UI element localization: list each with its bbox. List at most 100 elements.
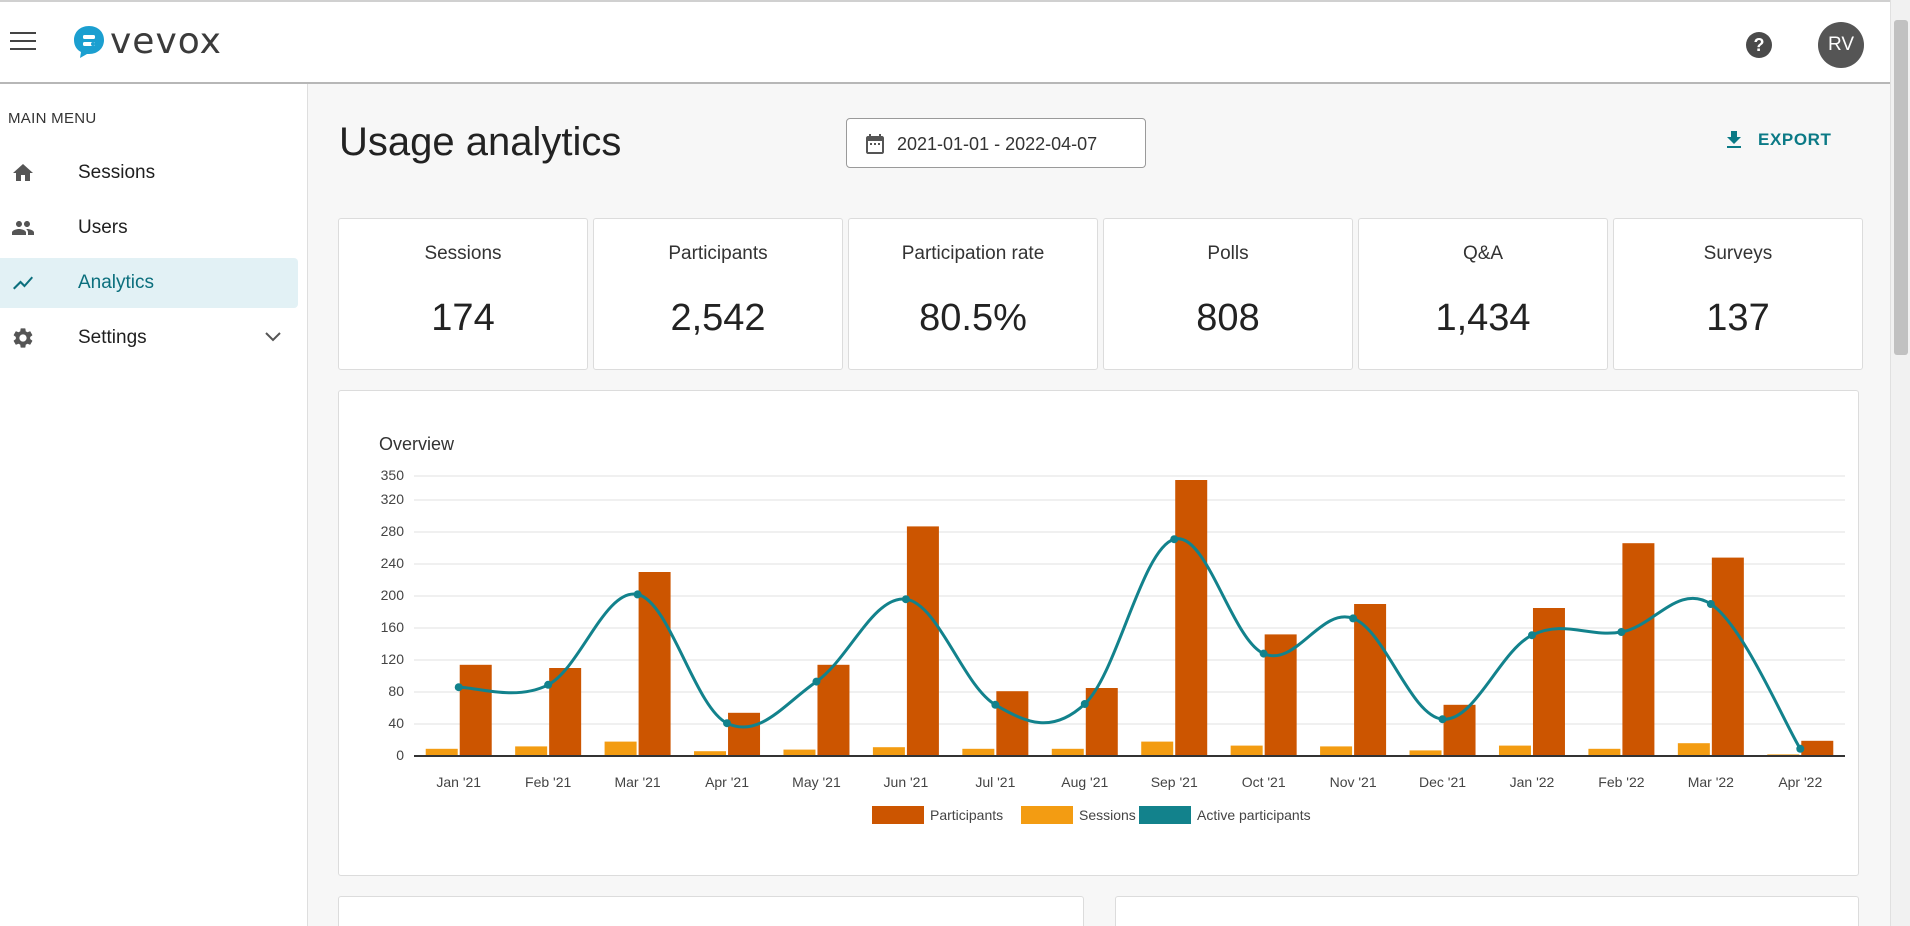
active-participants-point xyxy=(1706,600,1715,608)
legend-label: Active participants xyxy=(1197,807,1311,823)
y-tick-label: 320 xyxy=(381,491,405,507)
help-icon[interactable]: ? xyxy=(1746,32,1772,58)
stat-value: 174 xyxy=(431,297,495,339)
stat-label: Participation rate xyxy=(901,243,1045,264)
y-tick-label: 80 xyxy=(388,683,404,699)
hamburger-menu-icon[interactable] xyxy=(10,32,36,52)
sessions-bar xyxy=(694,751,727,756)
sidebar-item-settings[interactable]: Settings xyxy=(0,313,298,363)
sidebar-item-users[interactable]: Users xyxy=(0,203,298,253)
stat-value: 2,542 xyxy=(670,297,766,339)
active-participants-point xyxy=(991,700,1000,709)
x-tick-label: Jan '22 xyxy=(1510,774,1555,790)
stat-value: 1,434 xyxy=(1435,297,1531,339)
scrollbar-thumb[interactable] xyxy=(1894,20,1908,355)
sessions-bar xyxy=(783,749,816,756)
overview-chart-card: Overview 0 40 80 120 160 200 240 280 320 350 Jan '2… xyxy=(338,390,1859,876)
chevron-down-icon[interactable] xyxy=(264,330,282,344)
date-range-picker[interactable]: 2021-01-01 - 2022-04-07 xyxy=(846,118,1146,168)
active-participants-point xyxy=(454,683,463,692)
user-avatar[interactable]: RV xyxy=(1818,22,1864,68)
participants-bar xyxy=(1085,688,1118,756)
gear-icon xyxy=(13,328,33,348)
sidebar-item-analytics[interactable]: Analytics xyxy=(0,258,298,308)
sessions-bar xyxy=(872,747,905,756)
page-scrollbar[interactable] xyxy=(1890,0,1910,926)
brand-name: vevox xyxy=(110,21,222,62)
active-participants-point xyxy=(1617,628,1626,636)
lower-card-right xyxy=(1115,896,1859,926)
sessions-bar xyxy=(425,748,458,756)
stat-card-sessions: Sessions 174 xyxy=(338,218,588,370)
stat-card-polls: Polls 808 xyxy=(1103,218,1353,370)
sidebar-item-sessions[interactable]: Sessions xyxy=(0,148,298,198)
stat-label: Participants xyxy=(668,243,768,264)
main-content: Usage analytics 2021-01-01 - 2022-04-07 … xyxy=(309,84,1890,926)
stat-label: Surveys xyxy=(1703,243,1773,264)
active-participants-point xyxy=(1349,614,1358,623)
x-tick-label: Oct '21 xyxy=(1242,774,1286,790)
stat-card-qa: Q&A 1,434 xyxy=(1358,218,1608,370)
stat-value: 80.5% xyxy=(919,297,1027,339)
sessions-bar xyxy=(1141,741,1174,756)
participants-bar xyxy=(549,668,582,756)
sessions-bar xyxy=(1230,745,1263,756)
active-participants-point xyxy=(1796,744,1805,753)
x-tick-label: May '21 xyxy=(792,774,841,790)
active-participants-point xyxy=(1170,535,1179,544)
date-range-value: 2021-01-01 - 2022-04-07 xyxy=(897,134,1098,154)
active-participants-point xyxy=(812,677,821,686)
main-menu-title: MAIN MENU xyxy=(8,110,97,127)
stat-label: Polls xyxy=(1207,243,1249,264)
sessions-bar xyxy=(604,741,637,756)
sessions-bar xyxy=(1677,743,1710,756)
participants-bar xyxy=(459,664,492,756)
legend-swatch xyxy=(1021,806,1073,824)
participants-bar xyxy=(1622,543,1655,756)
active-participants-point xyxy=(1080,700,1089,708)
stat-value: 808 xyxy=(1196,297,1260,339)
x-tick-label: Jun '21 xyxy=(884,774,929,790)
sessions-bar xyxy=(1051,748,1084,756)
participants-bar xyxy=(996,691,1029,756)
sessions-bar xyxy=(962,748,995,756)
participants-bar xyxy=(1711,557,1744,756)
stat-value: 137 xyxy=(1706,297,1770,339)
participants-bar xyxy=(1801,740,1834,756)
calendar-icon xyxy=(866,134,884,154)
participants-bar xyxy=(817,664,850,756)
x-tick-label: Mar '22 xyxy=(1688,774,1734,790)
x-tick-label: Mar '21 xyxy=(614,774,660,790)
y-tick-label: 0 xyxy=(396,747,404,763)
page-title: Usage analytics xyxy=(339,120,622,164)
participants-bar xyxy=(728,712,761,756)
active-participants-point xyxy=(1527,631,1536,640)
y-tick-label: 350 xyxy=(381,467,405,483)
people-icon xyxy=(12,221,34,235)
legend-swatch xyxy=(1139,806,1191,824)
active-participants-point xyxy=(544,680,553,689)
y-tick-label: 240 xyxy=(381,555,405,571)
participants-bar xyxy=(638,572,671,756)
brand-logo[interactable]: vevox xyxy=(72,24,222,60)
export-label: EXPORT xyxy=(1758,130,1832,149)
active-participants-point xyxy=(633,590,642,599)
participants-bar xyxy=(906,526,939,756)
legend-swatch xyxy=(872,806,924,824)
sessions-bar xyxy=(1320,746,1353,756)
lower-card-left xyxy=(338,896,1084,926)
x-tick-label: Feb '22 xyxy=(1598,774,1644,790)
legend-label: Sessions xyxy=(1079,807,1136,823)
legend-label: Participants xyxy=(930,807,1003,823)
x-tick-label: Aug '21 xyxy=(1061,774,1108,790)
stat-card-participation-rate: Participation rate 80.5% xyxy=(848,218,1098,370)
export-button[interactable]: EXPORT xyxy=(1722,128,1832,152)
active-participants-point xyxy=(723,719,732,728)
x-tick-label: Feb '21 xyxy=(525,774,571,790)
sidebar: MAIN MENU Sessions Users Analytics Setti… xyxy=(0,84,308,926)
x-tick-label: Jan '21 xyxy=(436,774,481,790)
vevox-logo-icon xyxy=(74,26,104,58)
home-icon xyxy=(13,164,33,181)
overview-chart: Overview 0 40 80 120 160 200 240 280 320 350 Jan '2… xyxy=(379,434,1845,824)
y-tick-label: 200 xyxy=(381,587,405,603)
